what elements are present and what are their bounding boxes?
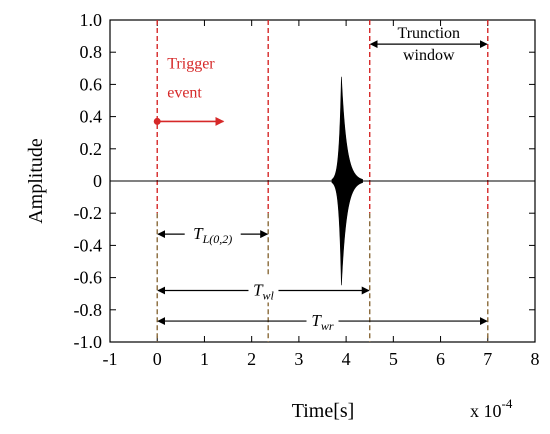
x-tick-label: 3	[294, 349, 303, 369]
y-tick-label: 0.6	[80, 74, 103, 94]
t-l02-label: TL(0,2)	[193, 224, 232, 246]
y-tick-label: -0.6	[74, 268, 103, 288]
t-wl-label-bg	[248, 276, 279, 303]
x-tick-label: 2	[247, 349, 256, 369]
x-axis-label: Time[s]	[292, 400, 355, 422]
x-multiplier-base: x 10	[470, 401, 502, 421]
y-tick-label: -0.2	[74, 203, 103, 223]
x-tick-label: 1	[200, 349, 209, 369]
t-wr-label-bg	[306, 307, 339, 334]
x-tick-label: 5	[389, 349, 398, 369]
y-axis-label: Amplitude	[25, 138, 47, 224]
t-wr-sub: wr	[321, 319, 334, 333]
y-tick-label: 0.2	[80, 139, 103, 159]
x-tick-label: 7	[483, 349, 492, 369]
y-tick-label: 0	[93, 171, 102, 191]
x-tick-label: 6	[436, 349, 445, 369]
truncation-label-line2: window	[403, 47, 455, 64]
signal-burst	[331, 76, 363, 286]
y-tick-label: -1.0	[74, 332, 103, 352]
t-wr-label: Twr	[311, 311, 333, 333]
x-tick-label: 0	[153, 349, 162, 369]
t-wr-main: T	[311, 311, 322, 330]
t-wl-sub: wl	[263, 288, 275, 302]
x-multiplier: x 10-4	[470, 396, 513, 421]
y-ticks: 1.0 0.8 0.6 0.4 0.2 0 -0.2 -0.4 -0.6 -0.8 -1.0	[74, 10, 535, 352]
t-l02-main: T	[193, 224, 204, 243]
t-l02-label-bg	[184, 220, 241, 247]
y-tick-label: -0.8	[74, 300, 103, 320]
t-l02-sub: L(0,2)	[202, 232, 233, 246]
y-tick-label: 1.0	[80, 10, 103, 30]
y-tick-label: 0.8	[80, 42, 103, 62]
trigger-label-line1: Trigger	[167, 55, 215, 72]
t-wl-main: T	[253, 280, 264, 299]
x-ticks: -1 0 1 2 3 4 5 6 7 8	[103, 20, 540, 369]
t-wl-label: Twl	[253, 280, 274, 302]
x-tick-label: 8	[531, 349, 540, 369]
y-tick-label: 0.4	[80, 107, 103, 127]
truncation-label-line1: Trunction	[397, 25, 460, 42]
x-tick-label: -1	[103, 349, 118, 369]
x-multiplier-exp: -4	[502, 396, 513, 411]
trigger-label-line2: event	[167, 84, 202, 101]
y-tick-label: -0.4	[74, 235, 103, 255]
x-tick-label: 4	[342, 349, 351, 369]
